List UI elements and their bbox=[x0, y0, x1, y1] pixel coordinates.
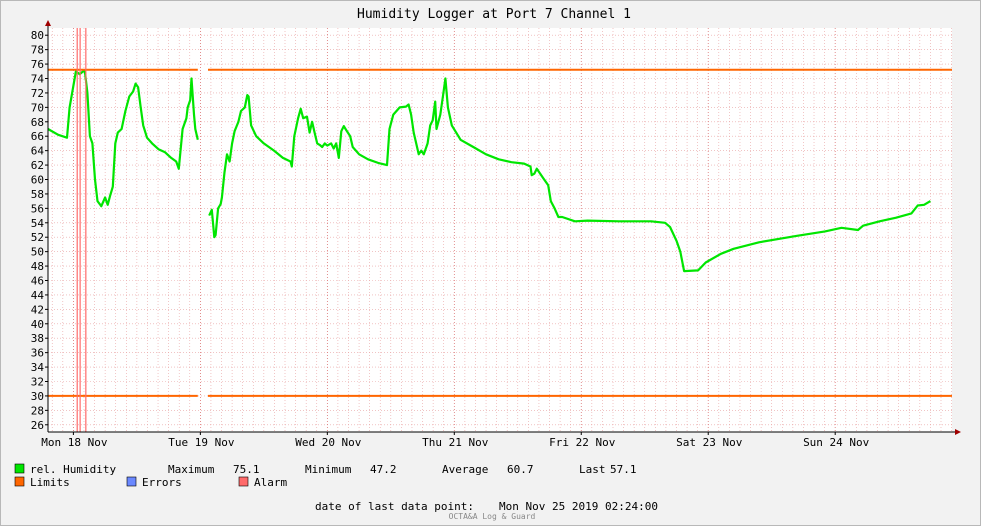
last-data-point-label: date of last data point: bbox=[315, 500, 474, 513]
y-tick-label: 42 bbox=[31, 303, 44, 316]
y-tick-label: 58 bbox=[31, 188, 44, 201]
y-tick-label: 32 bbox=[31, 376, 44, 389]
y-tick-label: 50 bbox=[31, 246, 44, 259]
stat-last-label: Last bbox=[579, 463, 606, 476]
y-tick-label: 38 bbox=[31, 332, 44, 345]
y-tick-label: 52 bbox=[31, 231, 44, 244]
y-tick-label: 36 bbox=[31, 347, 44, 360]
stat-average-value: 60.7 bbox=[507, 463, 534, 476]
legend-swatch-alarm bbox=[238, 476, 249, 487]
y-tick-label: 48 bbox=[31, 260, 44, 273]
chart-title: Humidity Logger at Port 7 Channel 1 bbox=[357, 7, 631, 22]
x-tick-label: Sun 24 Nov bbox=[803, 436, 870, 449]
series-line-rel-humidity bbox=[208, 77, 931, 273]
legend-label-alarm: Alarm bbox=[254, 476, 287, 489]
last-data-point-value: Mon Nov 25 2019 02:24:00 bbox=[499, 500, 658, 513]
brand-watermark: OCTA&A Log & Guard bbox=[449, 512, 536, 521]
x-axis-arrow bbox=[955, 429, 961, 435]
plot-background bbox=[48, 28, 952, 432]
y-axis-arrow bbox=[45, 20, 51, 26]
stat-minimum-value: 47.2 bbox=[370, 463, 397, 476]
y-tick-label: 80 bbox=[31, 29, 44, 42]
x-tick-label: Tue 19 Nov bbox=[168, 436, 235, 449]
y-tick-label: 72 bbox=[31, 87, 44, 100]
grid-lines bbox=[48, 28, 952, 432]
y-tick-label: 76 bbox=[31, 58, 44, 71]
stat-maximum-value: 75.1 bbox=[233, 463, 260, 476]
x-tick-label: Fri 22 Nov bbox=[549, 436, 616, 449]
y-tick-label: 70 bbox=[31, 101, 44, 114]
y-tick-label: 34 bbox=[31, 361, 45, 374]
y-tick-label: 60 bbox=[31, 174, 44, 187]
axes bbox=[45, 20, 961, 435]
y-tick-label: 44 bbox=[31, 289, 45, 302]
legend-label-humidity: rel. Humidity bbox=[30, 463, 116, 476]
y-tick-label: 66 bbox=[31, 130, 44, 143]
y-tick-label: 74 bbox=[31, 73, 45, 86]
x-tick-label: Thu 21 Nov bbox=[422, 436, 489, 449]
y-tick-label: 40 bbox=[31, 318, 44, 331]
legend: rel. Humidity Maximum 75.1 Minimum 47.2 … bbox=[14, 463, 637, 489]
y-tick-label: 46 bbox=[31, 275, 44, 288]
y-tick-label: 26 bbox=[31, 419, 44, 432]
x-tick-label: Wed 20 Nov bbox=[295, 436, 362, 449]
series-layer bbox=[47, 28, 952, 432]
y-tick-label: 30 bbox=[31, 390, 44, 403]
y-tick-label: 62 bbox=[31, 159, 44, 172]
x-tick-label: Sat 23 Nov bbox=[676, 436, 743, 449]
stat-minimum-label: Minimum bbox=[305, 463, 352, 476]
x-tick-label: Mon 18 Nov bbox=[41, 436, 108, 449]
stat-average-label: Average bbox=[442, 463, 488, 476]
legend-swatch-limits bbox=[14, 476, 25, 487]
y-tick-label: 64 bbox=[31, 145, 45, 158]
stat-last-value: 57.1 bbox=[610, 463, 637, 476]
plot-area bbox=[48, 28, 952, 432]
legend-label-limits: Limits bbox=[30, 476, 70, 489]
y-tick-label: 68 bbox=[31, 116, 44, 129]
legend-label-errors: Errors bbox=[142, 476, 182, 489]
y-tick-label: 28 bbox=[31, 404, 44, 417]
series-line-rel-humidity bbox=[47, 69, 199, 208]
y-tick-label: 54 bbox=[31, 217, 45, 230]
y-tick-label: 78 bbox=[31, 44, 44, 57]
legend-swatch-errors bbox=[126, 476, 137, 487]
y-tick-label: 56 bbox=[31, 202, 44, 215]
stat-maximum-label: Maximum bbox=[168, 463, 215, 476]
legend-swatch-humidity bbox=[14, 463, 25, 474]
